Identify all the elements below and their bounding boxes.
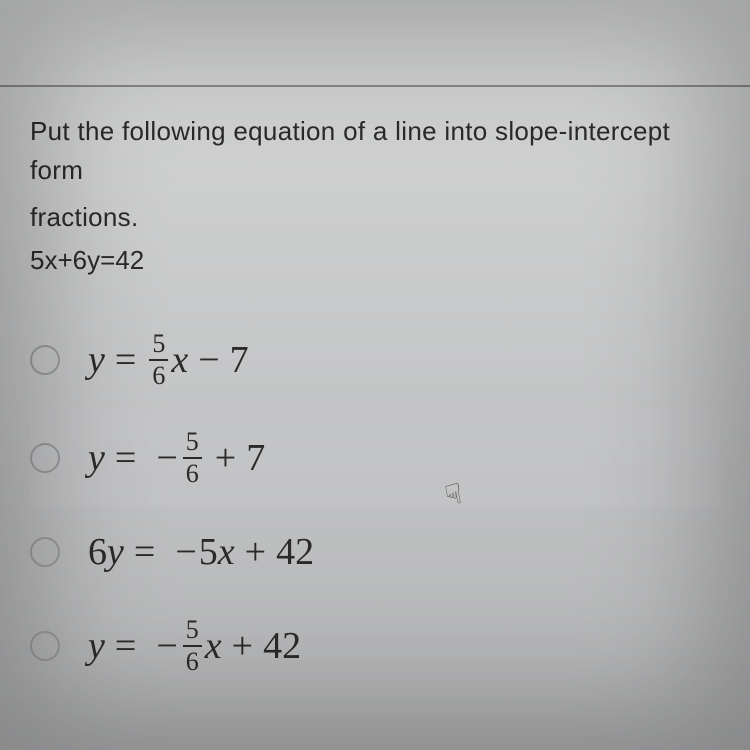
lhs-var: y (88, 436, 105, 480)
lhs-var: y (88, 624, 105, 668)
fraction: 5 6 (149, 331, 168, 389)
radio-d[interactable] (30, 631, 60, 661)
equals: = (115, 436, 136, 480)
frac-num: 5 (149, 331, 168, 361)
quiz-screen: Put the following equation of a line int… (0, 0, 750, 750)
rhs-coef: 5 (199, 530, 218, 574)
option-d[interactable]: y = − 5 6 x + 42 (30, 597, 720, 695)
neg-sign: − (175, 530, 196, 574)
options-list: y = 5 6 x − 7 y = − (30, 311, 720, 695)
frac-den: 6 (183, 647, 202, 675)
neg-sign: − (156, 436, 177, 480)
equals: = (115, 338, 136, 382)
lhs-coef: 6 (88, 530, 107, 574)
frac-den: 6 (183, 459, 202, 487)
radio-b[interactable] (30, 443, 60, 473)
tail-num: 42 (276, 530, 314, 574)
frac-num: 5 (183, 429, 202, 459)
rhs-var: x (218, 530, 235, 574)
frac-den: 6 (149, 361, 168, 389)
radio-c[interactable] (30, 537, 60, 567)
tail-num: 7 (246, 436, 265, 480)
neg-sign: − (156, 624, 177, 668)
fraction: 5 6 (183, 429, 202, 487)
option-b[interactable]: y = − 5 6 + 7 (30, 409, 720, 507)
option-d-math: y = − 5 6 x + 42 (88, 617, 301, 675)
tail-op: + (245, 530, 266, 574)
option-a-math: y = 5 6 x − 7 (88, 331, 249, 389)
question-text-line2: fractions. (30, 198, 720, 237)
tail-op: − (198, 338, 219, 382)
frac-num: 5 (183, 617, 202, 647)
option-a[interactable]: y = 5 6 x − 7 (30, 311, 720, 409)
post-frac-var: x (205, 624, 222, 668)
question-equation: 5x+6y=42 (30, 245, 720, 276)
tail-op: + (232, 624, 253, 668)
tail-op: + (215, 436, 236, 480)
option-c[interactable]: 6 y = − 5 x + 42 (30, 507, 720, 597)
equals: = (134, 530, 155, 574)
question-text-line1: Put the following equation of a line int… (30, 112, 720, 190)
post-frac-var: x (171, 338, 188, 382)
tail-num: 42 (263, 624, 301, 668)
option-c-math: 6 y = − 5 x + 42 (88, 530, 314, 574)
tail-num: 7 (230, 338, 249, 382)
radio-a[interactable] (30, 345, 60, 375)
equals: = (115, 624, 136, 668)
option-b-math: y = − 5 6 + 7 (88, 429, 265, 487)
lhs-var: y (107, 530, 124, 574)
lhs-var: y (88, 338, 105, 382)
content-area: Put the following equation of a line int… (0, 85, 750, 695)
fraction: 5 6 (183, 617, 202, 675)
